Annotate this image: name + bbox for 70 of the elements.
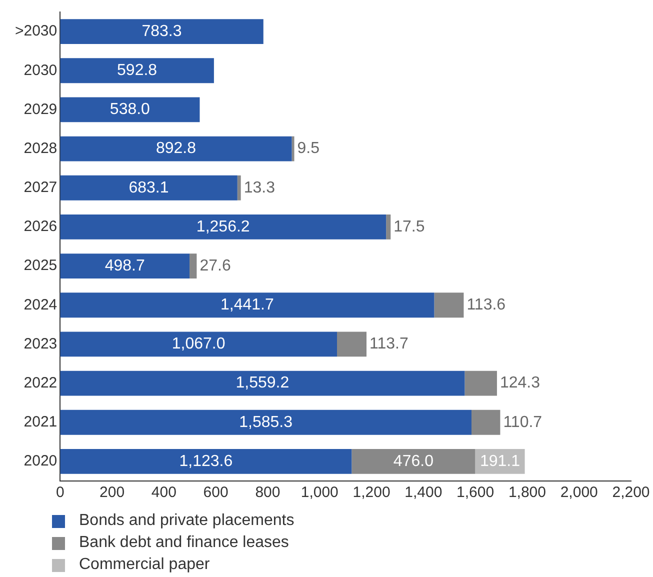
bar	[60, 136, 292, 162]
bar	[464, 370, 497, 396]
data-label: 538.0	[110, 101, 150, 118]
legend-label: Bonds and private placements	[79, 512, 294, 530]
x-tick-label: 400	[151, 484, 176, 502]
y-tick-label: >2030	[14, 22, 58, 40]
bar	[292, 136, 294, 162]
bar	[60, 214, 386, 240]
x-tick-label: 2,200	[612, 484, 650, 502]
data-label: 1,256.2	[196, 218, 250, 236]
x-tick-label: 1,400	[404, 484, 442, 502]
data-label: 17.5	[394, 218, 425, 236]
x-tick-label: 1,800	[508, 484, 546, 502]
bar	[60, 254, 190, 278]
data-label: 498.7	[104, 257, 145, 274]
data-label: 13.3	[244, 179, 276, 196]
data-label: 783.3	[142, 22, 182, 40]
legend-label: Commercial paper	[79, 556, 210, 574]
y-tick-label: 2029	[24, 100, 58, 118]
data-label: 892.8	[156, 140, 196, 158]
bar	[60, 449, 352, 474]
data-label: 9.5	[297, 140, 320, 158]
bar	[352, 449, 476, 474]
bar	[434, 292, 464, 318]
x-tick-label: 800	[255, 484, 280, 502]
bar	[60, 97, 200, 122]
y-tick-label: 2030	[24, 62, 58, 79]
bar	[60, 292, 434, 318]
bar	[471, 410, 500, 435]
bar	[60, 175, 238, 200]
y-tick-label: 2023	[24, 335, 58, 352]
legend-label: Bank debt and finance leases	[79, 534, 289, 552]
x-tick-label: 1,600	[456, 484, 494, 502]
data-label: 124.3	[500, 374, 540, 392]
y-tick-label: 2026	[24, 218, 58, 236]
data-label: 683.1	[128, 179, 169, 196]
bar	[337, 332, 367, 357]
data-label: 191.1	[480, 452, 520, 470]
data-label: 113.7	[370, 336, 408, 353]
data-label: 1,559.2	[236, 374, 290, 392]
y-tick-label: 2028	[24, 140, 58, 157]
x-tick-label: 0	[56, 484, 64, 502]
x-tick-label: 600	[203, 484, 228, 502]
bar	[60, 332, 337, 357]
bar	[190, 254, 197, 278]
bar	[386, 214, 391, 240]
data-label: 1,441.7	[220, 296, 274, 314]
data-label: 1,067.0	[172, 336, 226, 353]
bar	[60, 410, 472, 435]
bar	[60, 370, 465, 396]
x-tick-label: 2,000	[560, 484, 598, 502]
data-label: 27.6	[200, 257, 231, 274]
bar	[60, 19, 264, 44]
y-tick-label: 2025	[24, 257, 58, 274]
y-tick-label: 2020	[24, 452, 58, 470]
y-tick-label: 2021	[24, 414, 58, 431]
data-label: 592.8	[117, 62, 158, 80]
data-label: 1,123.6	[179, 452, 233, 470]
x-tick-label: 200	[100, 484, 125, 502]
x-tick-label: 1,000	[300, 484, 338, 502]
data-label: 110.7	[503, 414, 542, 431]
bar	[237, 175, 241, 200]
data-label: 1,585.3	[239, 414, 293, 431]
x-tick-label: 1,200	[352, 484, 390, 502]
y-tick-label: 2027	[24, 179, 58, 196]
y-tick-label: 2024	[24, 296, 58, 314]
bar	[60, 58, 214, 84]
y-tick-label: 2022	[24, 374, 58, 392]
data-label: 476.0	[393, 452, 434, 470]
data-label: 113.6	[466, 296, 506, 314]
